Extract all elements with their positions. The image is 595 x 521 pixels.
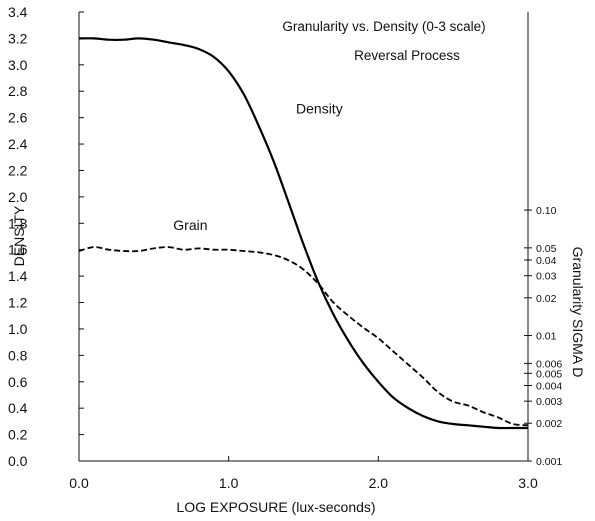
- chart-subtitle: Reversal Process: [354, 48, 460, 63]
- right-tick-label: 0.006: [536, 358, 562, 370]
- y-tick-label: 1.0: [8, 321, 28, 337]
- right-tick-label: 0.003: [536, 396, 562, 408]
- y-tick-label: 2.4: [8, 136, 28, 152]
- y-tick-label: 0.4: [8, 400, 28, 416]
- y-tick-label: 3.2: [8, 30, 28, 46]
- right-tick-label: 0.05: [536, 243, 557, 255]
- y-tick-label: 1.2: [8, 295, 28, 311]
- y-tick-label: 2.6: [8, 110, 28, 126]
- plot-frame: [78, 12, 529, 462]
- right-tick-label: 0.02: [536, 293, 557, 305]
- y-tick-label: 3.4: [8, 4, 28, 20]
- series-layer: [78, 37, 529, 430]
- right-tick-label: 0.10: [536, 205, 557, 217]
- x-tick-label: 2.0: [369, 475, 389, 491]
- right-tick-label: 0.04: [536, 255, 557, 267]
- right-tick-label: 0.001: [536, 456, 562, 468]
- y-tick-label: 1.8: [8, 215, 28, 231]
- y-tick-label: 2.2: [8, 162, 28, 178]
- right-tick-label: 0.03: [536, 271, 557, 283]
- right-tick-label: 0.005: [536, 368, 562, 380]
- y-tick-label: 0.8: [8, 347, 28, 363]
- series-line-grain: [78, 246, 529, 427]
- right-tick-label: 0.01: [536, 331, 557, 343]
- x-tick-label: 3.0: [518, 475, 538, 491]
- x-tick-label: 0.0: [69, 475, 89, 491]
- y-tick-label: 0.2: [8, 427, 28, 443]
- x-axis-label: LOG EXPOSURE (lux-seconds): [176, 499, 375, 515]
- y-tick-label: 1.6: [8, 242, 28, 258]
- annotation-layer: Density Grain: [173, 101, 342, 233]
- y-tick-label: 0.0: [8, 453, 28, 469]
- y-tick-label: 2.0: [8, 189, 28, 205]
- y-axis-ticks: 0.0 0.2 0.4 0.6 0.8 1.0 1.2 1.4 1.6 1.8 2.0 2.2 2.4 2…: [8, 4, 84, 469]
- series-annotation: Grain: [173, 217, 207, 233]
- series-annotation: Density: [296, 101, 343, 117]
- y-tick-label: 0.6: [8, 374, 28, 390]
- y2-axis-label: Granularity SIGMA D: [570, 247, 586, 378]
- y-tick-label: 2.8: [8, 83, 28, 99]
- y-axis-label: DENSITY: [11, 205, 27, 266]
- right-tick-label: 0.004: [536, 380, 562, 392]
- x-tick-label: 1.0: [219, 475, 239, 491]
- y-tick-label: 1.4: [8, 268, 28, 284]
- chart-title: Granularity vs. Density (0-3 scale): [282, 19, 485, 34]
- series-line-density: [78, 37, 528, 430]
- y-tick-label: 3.0: [8, 57, 28, 73]
- right-tick-label: 0.002: [536, 418, 562, 430]
- x-axis-ticks: 0.0 1.0 2.0 3.0: [69, 456, 538, 491]
